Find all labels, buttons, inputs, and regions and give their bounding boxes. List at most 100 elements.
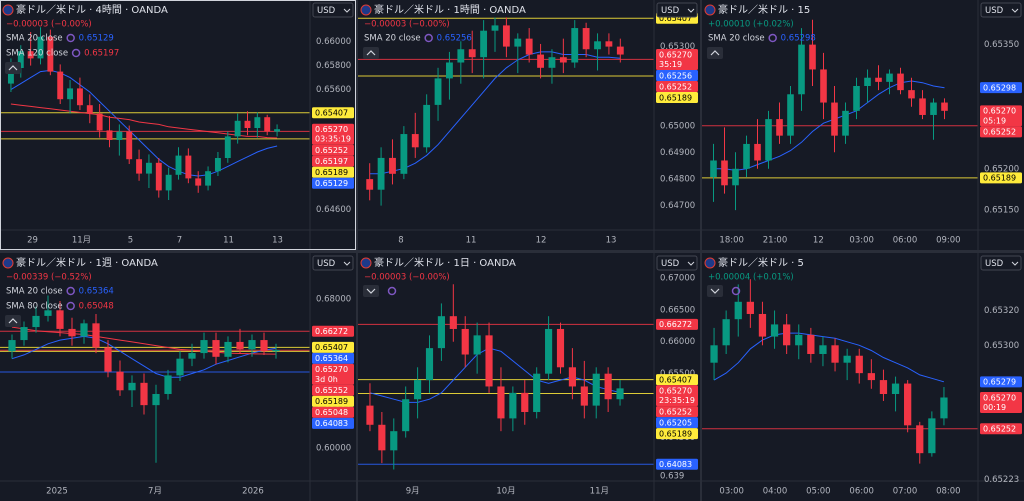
candle-body	[411, 134, 419, 148]
currency-selector[interactable]	[312, 255, 354, 271]
x-tick-label: 03:00	[719, 487, 744, 497]
price-tag-label: 0.65407	[659, 375, 692, 384]
price-tag-label: 0.65270	[659, 50, 692, 59]
candle-body	[377, 157, 385, 190]
x-tick-label: 10月	[496, 487, 515, 497]
x-tick-label: 11	[466, 236, 477, 246]
indicator-name[interactable]: SMA 20 close	[6, 34, 63, 44]
price-tag	[980, 105, 1022, 127]
price-tag	[656, 70, 698, 82]
candle-body	[116, 131, 123, 140]
symbol-flag	[704, 4, 716, 16]
collapse-button[interactable]	[363, 285, 379, 297]
price-tag-label: 0.66272	[315, 327, 348, 336]
indicator-settings-icon[interactable]	[66, 286, 75, 296]
price-tag-countdown: 03:35:19	[315, 135, 351, 144]
price-tag-label: 0.65279	[983, 378, 1016, 387]
indicator-name[interactable]: SMA 20 close	[364, 34, 421, 44]
candle-body	[152, 393, 160, 406]
indicator-settings-icon[interactable]	[768, 33, 777, 43]
candle-body	[710, 345, 718, 363]
price-tag-label: 0.64083	[659, 460, 692, 469]
collapse-chevron	[710, 288, 720, 294]
price-tag-label: 0.65197	[315, 157, 348, 166]
price-tag	[656, 81, 698, 93]
indicator-settings-icon[interactable]	[71, 48, 81, 58]
price-change: −0.00003 (−0.00%)	[6, 20, 92, 30]
price-tag-label: 0.66272	[659, 320, 692, 329]
candle-body	[930, 102, 937, 115]
candle-body	[545, 328, 553, 374]
indicator-name[interactable]: SMA 20 close	[708, 34, 765, 44]
chart-title[interactable]: 豪ドル／米ドル · 1週 · OANDA	[16, 256, 158, 269]
y-tick-label: 0.60000	[316, 443, 351, 453]
currency-selector[interactable]	[312, 2, 354, 18]
collapse-button[interactable]	[707, 285, 723, 297]
candle-body	[446, 62, 453, 79]
price-tag	[312, 352, 354, 364]
candle-body	[754, 143, 761, 161]
price-tag-label: 0.65256	[659, 71, 692, 80]
candle-body	[734, 301, 742, 320]
collapse-button[interactable]	[707, 47, 723, 59]
x-tick-label: 5	[128, 236, 133, 246]
chart-title[interactable]: 豪ドル／米ドル · 15	[718, 3, 810, 16]
indicator-value: 0.65298	[781, 34, 816, 44]
price-tag-label: 0.65270	[315, 365, 348, 374]
chart-title[interactable]: 豪ドル／米ドル · 1日 · OANDA	[374, 256, 516, 269]
price-tag-label: 0.65270	[983, 393, 1016, 402]
currency-selector[interactable]	[980, 2, 1022, 18]
candle-body	[809, 44, 816, 70]
y-tick-label: 0.65200	[984, 164, 1019, 174]
collapse-button[interactable]	[5, 62, 21, 74]
price-tag-label: 0.65270	[659, 386, 692, 395]
chart-title[interactable]: 豪ドル／米ドル · 4時間 · OANDA	[16, 3, 168, 16]
currency-selector[interactable]	[656, 2, 698, 18]
plot-area	[0, 295, 310, 463]
price-tag	[656, 49, 698, 71]
indicator-name[interactable]: SMA 120 close	[6, 49, 68, 59]
currency-label: USD	[317, 6, 336, 16]
candle-body	[214, 158, 221, 172]
x-tick-label: 29	[27, 236, 38, 246]
y-tick-label: 0.66500	[660, 305, 695, 315]
candle-body	[571, 28, 579, 63]
currency-selector[interactable]	[980, 255, 1022, 271]
price-tag	[312, 363, 354, 385]
price-tag-label: 0.65189	[659, 93, 692, 102]
currency-selector[interactable]	[656, 255, 698, 271]
indicator-settings-icon[interactable]	[424, 33, 433, 43]
candle-body	[776, 119, 783, 136]
chart-title[interactable]: 豪ドル／米ドル · 1時間 · OANDA	[374, 3, 526, 16]
candle-body	[502, 25, 510, 47]
indicator-settings-icon[interactable]	[66, 301, 75, 311]
candle-body	[128, 382, 136, 391]
candle-body	[604, 373, 612, 400]
chart-title[interactable]: 豪ドル／米ドル · 5	[718, 256, 804, 269]
price-tag-label: 0.65252	[659, 407, 692, 416]
candle-body	[254, 117, 261, 128]
currency-chevron	[343, 261, 351, 266]
candle-body	[126, 131, 133, 160]
price-tag	[312, 123, 354, 145]
y-tick-label: 0.66000	[316, 37, 351, 47]
collapse-button[interactable]	[5, 315, 21, 327]
price-tag-label: 0.65048	[315, 408, 348, 417]
indicator-name[interactable]: SMA 80 close	[6, 302, 63, 312]
candle-body	[732, 168, 739, 186]
candle-body	[205, 171, 212, 186]
indicator-name[interactable]: SMA 20 close	[6, 287, 63, 297]
indicator-line	[11, 335, 277, 378]
price-tag	[980, 391, 1022, 413]
candle-body	[843, 355, 851, 363]
indicator-settings-icon[interactable]	[387, 286, 397, 296]
indicator-settings-icon[interactable]	[731, 286, 741, 296]
price-tag	[312, 406, 354, 418]
symbol-flag	[2, 4, 14, 16]
y-tick-label: 0.67000	[660, 273, 695, 283]
indicator-settings-icon[interactable]	[66, 33, 75, 43]
chart-panel: 0.64700 0.64800 0.64900 0.65000 0.65300 0.654…	[358, 0, 700, 250]
price-tag	[656, 374, 698, 386]
candle-body	[234, 120, 241, 137]
collapse-button[interactable]	[363, 47, 379, 59]
